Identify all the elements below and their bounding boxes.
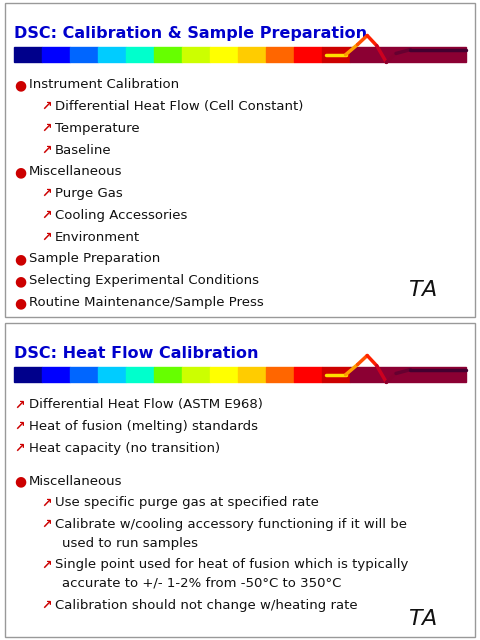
Text: Cooling Accessories: Cooling Accessories xyxy=(55,209,188,222)
Text: ↗: ↗ xyxy=(41,143,51,157)
Text: Miscellaneous: Miscellaneous xyxy=(29,475,122,488)
Text: ↗: ↗ xyxy=(41,100,51,113)
Bar xyxy=(98,367,126,382)
Bar xyxy=(266,47,294,62)
Bar xyxy=(71,367,98,382)
Text: DSC: Calibration & Sample Preparation: DSC: Calibration & Sample Preparation xyxy=(14,26,368,40)
Text: ↗: ↗ xyxy=(14,398,25,412)
Bar xyxy=(210,47,239,62)
Text: DSC: Heat Flow Calibration: DSC: Heat Flow Calibration xyxy=(14,346,259,360)
Text: ↗: ↗ xyxy=(14,442,25,455)
Bar xyxy=(14,367,42,382)
Bar xyxy=(126,47,155,62)
Text: $\mathit{TA}$: $\mathit{TA}$ xyxy=(408,609,437,630)
Bar xyxy=(323,47,350,62)
Bar xyxy=(126,367,155,382)
Bar xyxy=(42,367,71,382)
Text: ●: ● xyxy=(14,78,26,92)
Bar xyxy=(266,367,294,382)
Bar xyxy=(98,47,126,62)
Bar xyxy=(294,367,323,382)
Bar xyxy=(182,47,210,62)
Text: Heat of fusion (melting) standards: Heat of fusion (melting) standards xyxy=(29,420,258,433)
Bar xyxy=(239,47,266,62)
Text: Miscellaneous: Miscellaneous xyxy=(29,166,122,179)
Text: Purge Gas: Purge Gas xyxy=(55,187,123,200)
Text: Calibration should not change w/heating rate: Calibration should not change w/heating … xyxy=(55,598,358,612)
Text: ↗: ↗ xyxy=(41,558,51,572)
Text: Calibrate w/cooling accessory functioning if it will be: Calibrate w/cooling accessory functionin… xyxy=(55,518,407,531)
Text: ↗: ↗ xyxy=(41,497,51,509)
Text: Use specific purge gas at specified rate: Use specific purge gas at specified rate xyxy=(55,497,319,509)
Text: Environment: Environment xyxy=(55,231,140,244)
Text: accurate to +/- 1-2% from -50°C to 350°C: accurate to +/- 1-2% from -50°C to 350°C xyxy=(62,577,342,590)
Text: Single point used for heat of fusion which is typically: Single point used for heat of fusion whi… xyxy=(55,558,408,572)
Text: Differential Heat Flow (ASTM E968): Differential Heat Flow (ASTM E968) xyxy=(29,398,263,412)
Text: ↗: ↗ xyxy=(41,187,51,200)
Text: ↗: ↗ xyxy=(41,122,51,135)
Text: Temperature: Temperature xyxy=(55,122,140,135)
Bar xyxy=(155,367,182,382)
Bar xyxy=(71,47,98,62)
Text: used to run samples: used to run samples xyxy=(62,536,198,550)
Text: $\mathit{TA}$: $\mathit{TA}$ xyxy=(408,279,437,301)
Bar xyxy=(239,367,266,382)
Bar xyxy=(323,367,350,382)
Bar xyxy=(294,47,323,62)
Text: ↗: ↗ xyxy=(41,518,51,531)
Bar xyxy=(210,367,239,382)
Bar xyxy=(155,47,182,62)
Text: Instrument Calibration: Instrument Calibration xyxy=(29,78,179,92)
Text: ↗: ↗ xyxy=(14,420,25,433)
Text: ↗: ↗ xyxy=(41,598,51,612)
Text: Selecting Experimental Conditions: Selecting Experimental Conditions xyxy=(29,274,259,287)
Bar xyxy=(350,367,466,382)
Text: Differential Heat Flow (Cell Constant): Differential Heat Flow (Cell Constant) xyxy=(55,100,303,113)
Text: ↗: ↗ xyxy=(41,209,51,222)
Text: ●: ● xyxy=(14,252,26,266)
Text: ●: ● xyxy=(14,166,26,179)
Bar xyxy=(42,47,71,62)
Text: ●: ● xyxy=(14,274,26,288)
Text: ↗: ↗ xyxy=(41,231,51,244)
Text: ●: ● xyxy=(14,475,26,488)
Text: Heat capacity (no transition): Heat capacity (no transition) xyxy=(29,442,220,455)
Text: ●: ● xyxy=(14,296,26,310)
Text: Routine Maintenance/Sample Press: Routine Maintenance/Sample Press xyxy=(29,296,264,309)
Bar xyxy=(14,47,42,62)
Text: Baseline: Baseline xyxy=(55,143,112,157)
Bar xyxy=(182,367,210,382)
Text: Sample Preparation: Sample Preparation xyxy=(29,252,160,266)
Bar xyxy=(350,47,466,62)
